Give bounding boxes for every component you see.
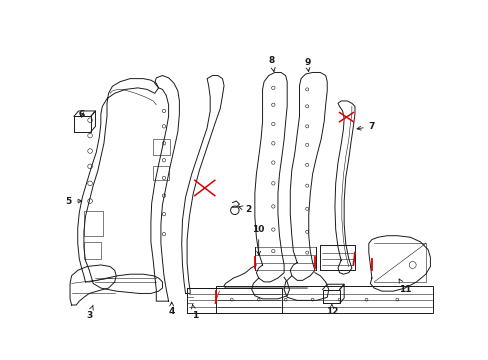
Bar [153,166,168,180]
Bar [84,211,103,236]
Text: 9: 9 [304,58,310,72]
Text: 12: 12 [325,304,337,316]
Text: 3: 3 [86,305,93,320]
Text: 4: 4 [168,302,175,316]
Text: 11: 11 [398,279,410,294]
Bar [84,242,101,259]
Text: 2: 2 [238,205,251,214]
Bar [153,139,170,155]
Text: 5: 5 [65,197,81,206]
Text: 8: 8 [268,56,275,72]
Text: 6: 6 [78,109,84,118]
Text: 7: 7 [356,122,374,131]
Text: 10: 10 [252,225,264,255]
Text: 1: 1 [191,305,198,320]
